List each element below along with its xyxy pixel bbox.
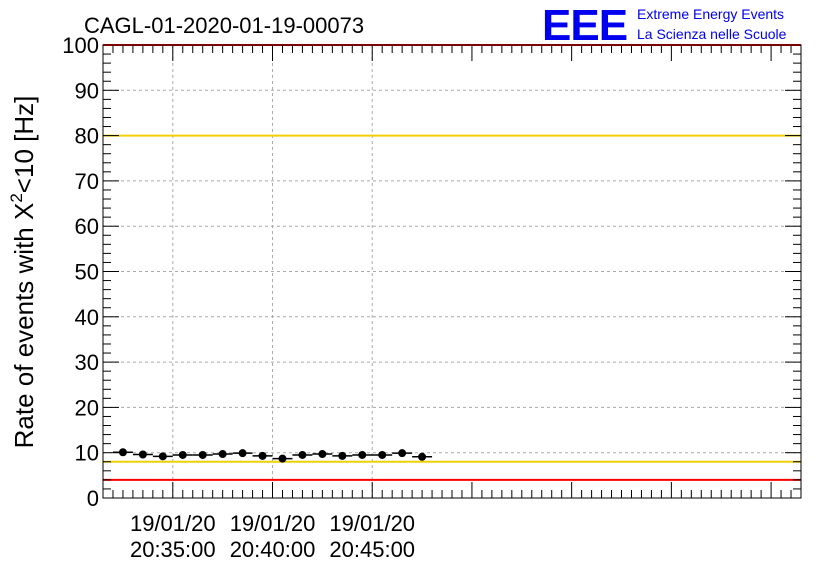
y-tick-label: 20 (75, 395, 99, 420)
header-line-2: La Scienza nelle Scuole (637, 26, 787, 42)
x-tick-label-date: 19/01/20 (130, 511, 216, 536)
y-tick-label: 40 (75, 305, 99, 330)
y-tick-label: 80 (75, 124, 99, 149)
data-point (178, 450, 187, 459)
y-axis-label: Rate of events with X2<10 [Hz] (7, 96, 39, 449)
y-tick-label: 70 (75, 169, 99, 194)
y-tick-label: 10 (75, 441, 99, 466)
data-point (138, 450, 147, 459)
x-tick-labels: 19/01/2020:35:0019/01/2020:40:0019/01/20… (130, 511, 415, 562)
grid (103, 45, 801, 498)
x-tick-label-date: 19/01/20 (329, 511, 415, 536)
data-point (278, 454, 287, 463)
reference-lines (103, 44, 801, 481)
axis-ticks (102, 44, 802, 499)
chart-title: CAGL-01-2020-01-19-00073 (84, 13, 364, 38)
data-series (112, 448, 433, 463)
y-axis-label-superscript: 2 (7, 193, 26, 202)
data-point (198, 450, 207, 459)
x-tick-label-date: 19/01/20 (230, 511, 316, 536)
data-point (158, 452, 167, 461)
data-point (338, 451, 347, 460)
x-tick-label-time: 20:35:00 (130, 537, 216, 562)
data-point (258, 451, 267, 460)
data-point (218, 450, 227, 459)
header-line-1: Extreme Energy Events (637, 6, 784, 22)
eee-logo: EEE (542, 1, 627, 50)
data-point (298, 450, 307, 459)
y-tick-label: 100 (62, 33, 99, 58)
data-point (378, 450, 387, 459)
y-tick-label: 60 (75, 214, 99, 239)
x-tick-label-time: 20:45:00 (329, 537, 415, 562)
data-point (238, 449, 247, 458)
y-tick-label: 50 (75, 260, 99, 285)
y-tick-label: 0 (87, 486, 99, 511)
y-tick-label: 30 (75, 350, 99, 375)
data-point (318, 450, 327, 459)
x-tick-label-time: 20:40:00 (230, 537, 316, 562)
y-axis-label-tail: <10 [Hz] (9, 96, 39, 194)
data-point (418, 452, 427, 461)
data-point (358, 450, 367, 459)
y-axis-label-main: Rate of events with X (9, 203, 39, 449)
data-point (398, 449, 407, 458)
y-tick-labels: 0 10 20 30 40 50 60 70 80 90 100 (62, 33, 99, 511)
y-tick-label: 90 (75, 78, 99, 103)
data-point (118, 448, 127, 457)
